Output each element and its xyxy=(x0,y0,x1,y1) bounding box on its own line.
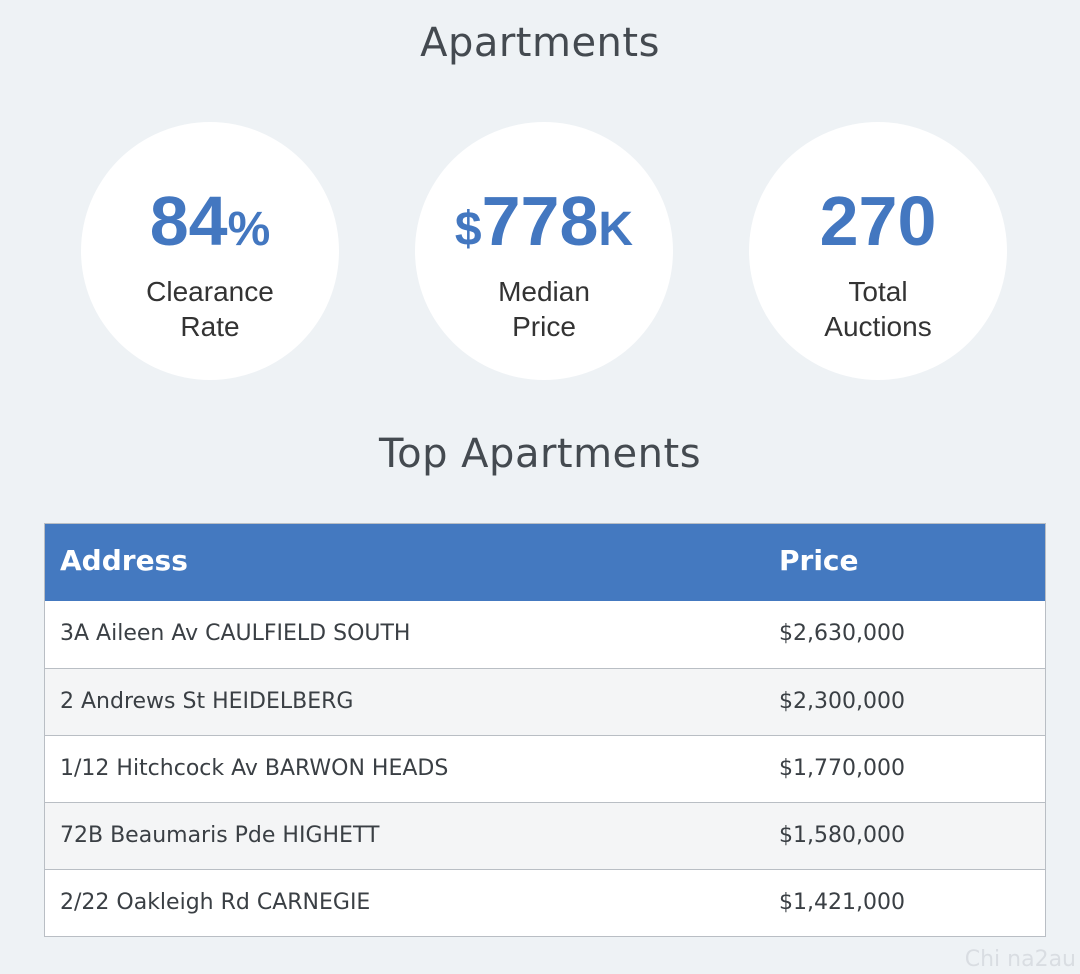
clearance-rate-label-line1: Clearance xyxy=(146,276,274,307)
total-auctions-label: Total Auctions xyxy=(749,274,1007,344)
clearance-rate-number: 84 xyxy=(149,182,228,260)
total-auctions-stat: 270 Total Auctions xyxy=(749,122,1007,380)
row-address: 72B Beaumaris Pde HIGHETT xyxy=(60,823,380,848)
table-row: 3A Aileen Av CAULFIELD SOUTH $2,630,000 xyxy=(45,601,1045,668)
total-auctions-label-line1: Total xyxy=(848,276,908,307)
address-column-header: Address xyxy=(60,544,188,577)
clearance-rate-percent: % xyxy=(227,203,271,256)
page-title: Apartments xyxy=(420,20,660,66)
median-price-currency: $ xyxy=(454,203,482,256)
table-row: 1/12 Hitchcock Av BARWON HEADS $1,770,00… xyxy=(45,735,1045,802)
row-price: $1,421,000 xyxy=(779,890,905,915)
row-address: 1/12 Hitchcock Av BARWON HEADS xyxy=(60,756,449,781)
price-column-header: Price xyxy=(779,544,859,577)
row-price: $2,300,000 xyxy=(779,689,905,714)
table-row: 2/22 Oakleigh Rd CARNEGIE $1,421,000 xyxy=(45,869,1045,936)
watermark: Chi na2au xyxy=(964,947,1076,972)
table-header: Address Price xyxy=(45,524,1045,601)
row-address: 3A Aileen Av CAULFIELD SOUTH xyxy=(60,621,411,646)
median-price-label: Median Price xyxy=(415,274,673,344)
clearance-rate-value: 84% xyxy=(81,184,339,258)
table-row: 72B Beaumaris Pde HIGHETT $1,580,000 xyxy=(45,802,1045,869)
row-price: $2,630,000 xyxy=(779,621,905,646)
row-price: $1,770,000 xyxy=(779,756,905,781)
median-price-unit: K xyxy=(598,203,634,256)
median-price-value: $778K xyxy=(415,184,673,258)
total-auctions-label-line2: Auctions xyxy=(824,311,932,342)
row-address: 2/22 Oakleigh Rd CARNEGIE xyxy=(60,890,371,915)
total-auctions-value: 270 xyxy=(819,182,937,260)
top-apartments-table: Address Price 3A Aileen Av CAULFIELD SOU… xyxy=(44,523,1046,937)
table-row: 2 Andrews St HEIDELBERG $2,300,000 xyxy=(45,668,1045,735)
median-price-label-line2: Price xyxy=(512,311,576,342)
top-apartments-title: Top Apartments xyxy=(378,431,702,477)
row-price: $1,580,000 xyxy=(779,823,905,848)
clearance-rate-label-line2: Rate xyxy=(180,311,240,342)
clearance-rate-label: Clearance Rate xyxy=(81,274,339,344)
row-address: 2 Andrews St HEIDELBERG xyxy=(60,689,354,714)
median-price-stat: $778K Median Price xyxy=(415,122,673,380)
table-body: 3A Aileen Av CAULFIELD SOUTH $2,630,000 … xyxy=(45,601,1045,936)
median-price-label-line1: Median xyxy=(498,276,590,307)
clearance-rate-stat: 84% Clearance Rate xyxy=(81,122,339,380)
median-price-number: 778 xyxy=(481,182,599,260)
